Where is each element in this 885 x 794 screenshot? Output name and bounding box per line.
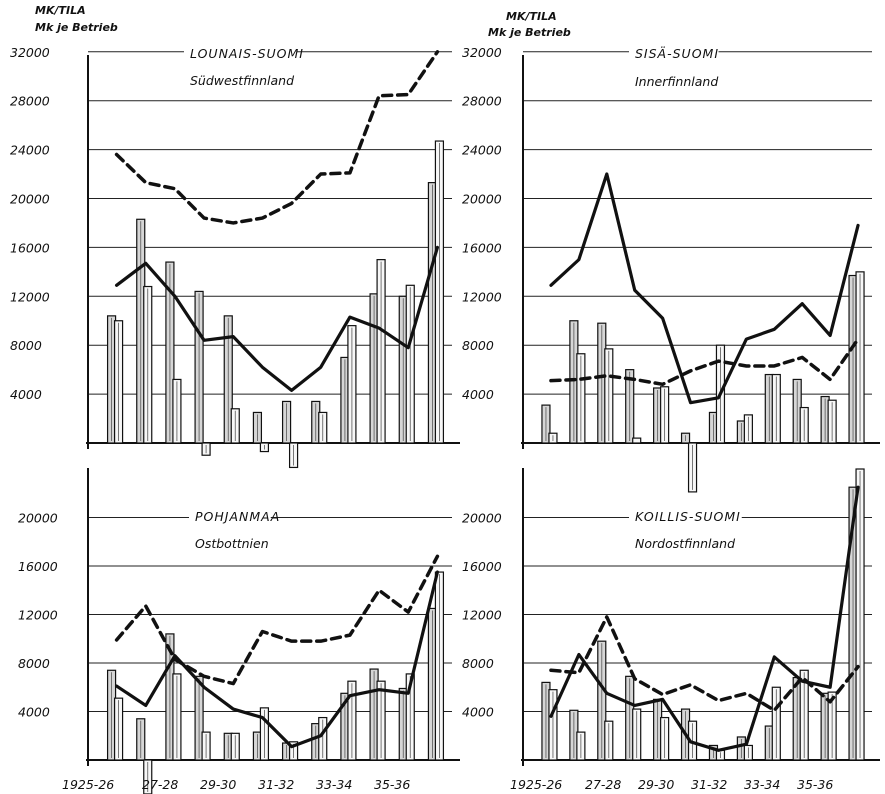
y-tick-label: 12000 bbox=[462, 289, 502, 304]
y-tick-label: 24000 bbox=[10, 143, 50, 158]
y-tick-label: 8000 bbox=[462, 656, 494, 671]
y-tick-label: 28000 bbox=[10, 94, 50, 109]
chart-panel-sisa-suomi: 4000 8000 12000 16000 20000 24000 28000 32000 SI… bbox=[462, 45, 880, 493]
y-tick-label: 4000 bbox=[462, 705, 494, 720]
x-tick-label: 35-36 bbox=[374, 777, 410, 792]
y-tick-label: 20000 bbox=[462, 192, 502, 207]
y-tick-label: 8000 bbox=[10, 338, 42, 353]
x-tick-label: 29-30 bbox=[200, 777, 236, 792]
panel-subtitle: Nordostfinnland bbox=[635, 536, 735, 551]
title-backing bbox=[629, 508, 742, 526]
chart-panel-koillis-suomi: 4000 8000 12000 16000 20000 KOILLIS-SUOMI Nord… bbox=[462, 468, 880, 766]
y-tick-label: 4000 bbox=[462, 387, 494, 402]
right-unit-label-de: Mk je Betrieb bbox=[488, 26, 571, 39]
y-tick-label: 20000 bbox=[462, 511, 502, 526]
solid-series-line bbox=[114, 245, 440, 393]
panel-subtitle: Innerfinnland bbox=[635, 74, 718, 89]
solid-series-line bbox=[549, 485, 860, 752]
title-backing bbox=[189, 508, 271, 526]
x-tick-label: 33-34 bbox=[744, 777, 780, 792]
x-tick-label: 31-32 bbox=[258, 777, 294, 792]
y-tick-label: 8000 bbox=[462, 338, 494, 353]
panel-subtitle: Ostbottnien bbox=[195, 536, 269, 551]
solid-series-line bbox=[549, 172, 860, 405]
x-tick-label: 35-36 bbox=[797, 777, 833, 792]
y-tick-label: 8000 bbox=[18, 656, 50, 671]
dashed-series-line bbox=[114, 50, 440, 225]
y-tick-label: 4000 bbox=[18, 705, 50, 720]
panel-title: POHJANMAA bbox=[195, 509, 280, 524]
chart-panel-lounais-suomi: 4000 8000 12000 16000 20000 24000 28000 32000 LO… bbox=[10, 45, 460, 469]
y-tick-label: 16000 bbox=[18, 559, 58, 574]
y-tick-label: 16000 bbox=[10, 240, 50, 255]
solid-series-line bbox=[114, 570, 440, 749]
x-tick-label: 1925-26 bbox=[62, 777, 114, 792]
title-backing bbox=[629, 45, 719, 63]
y-tick-label: 4000 bbox=[10, 387, 42, 402]
dashed-series-line bbox=[549, 615, 860, 713]
y-tick-label: 16000 bbox=[462, 559, 502, 574]
y-tick-label: 12000 bbox=[10, 289, 50, 304]
left-unit-label: MK/TILA bbox=[35, 4, 86, 17]
subtitle-backing bbox=[184, 72, 313, 90]
dashed-series-line bbox=[114, 554, 440, 686]
y-tick-label: 12000 bbox=[18, 608, 58, 623]
chart-panel-pohjanmaa: 4000 8000 12000 16000 20000 POHJANMAA Ostbottn… bbox=[18, 468, 460, 794]
subtitle-backing bbox=[189, 535, 287, 553]
y-tick-label: 16000 bbox=[462, 240, 502, 255]
panel-title: LOUNAIS-SUOMI bbox=[190, 46, 304, 61]
left-unit-label-de: Mk je Betrieb bbox=[35, 21, 118, 34]
right-unit-label: MK/TILA bbox=[506, 10, 557, 23]
title-backing bbox=[184, 45, 297, 63]
y-tick-label: 12000 bbox=[462, 608, 502, 623]
subtitle-backing bbox=[629, 73, 742, 91]
y-tick-label: 32000 bbox=[462, 45, 502, 60]
panels: 4000 8000 12000 16000 20000 24000 28000 32000 LO… bbox=[10, 45, 880, 794]
y-tick-label: 24000 bbox=[462, 143, 502, 158]
bar-light bbox=[632, 437, 642, 444]
y-tick-label: 20000 bbox=[18, 511, 58, 526]
x-tick-label: 27-28 bbox=[142, 777, 178, 792]
x-tick-labels: 1925-26 27-28 29-30 31-32 33-34 35-36 1925-26 2… bbox=[62, 777, 833, 792]
x-tick-label: 1925-26 bbox=[510, 777, 562, 792]
dashed-series-line bbox=[549, 337, 860, 387]
x-tick-label: 31-32 bbox=[691, 777, 727, 792]
x-tick-label: 33-34 bbox=[316, 777, 352, 792]
panel-title: KOILLIS-SUOMI bbox=[635, 509, 741, 524]
x-tick-label: 27-28 bbox=[585, 777, 621, 792]
y-tick-label: 32000 bbox=[10, 45, 50, 60]
subtitle-backing bbox=[629, 535, 758, 553]
panel-title: SISÄ-SUOMI bbox=[635, 46, 719, 61]
x-tick-label: 29-30 bbox=[638, 777, 674, 792]
panel-subtitle: Südwestfinnland bbox=[190, 73, 294, 88]
y-tick-label: 28000 bbox=[462, 94, 502, 109]
y-tick-label: 20000 bbox=[10, 192, 50, 207]
